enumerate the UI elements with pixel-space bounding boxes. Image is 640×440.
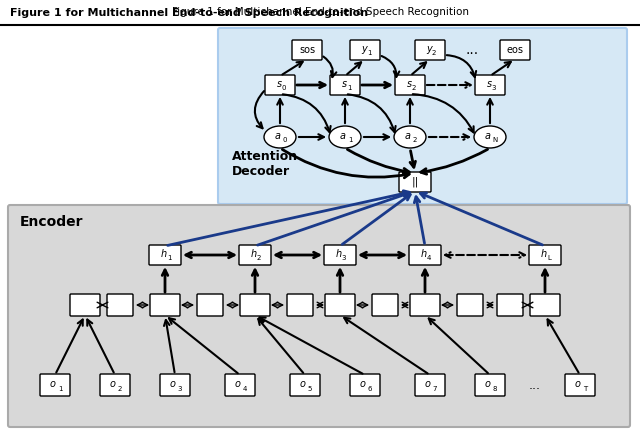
Text: Attention
Decoder: Attention Decoder [232,150,298,178]
Ellipse shape [264,126,296,148]
Ellipse shape [474,126,506,148]
Text: 0: 0 [283,137,287,143]
FancyBboxPatch shape [197,294,223,316]
FancyBboxPatch shape [475,374,505,396]
FancyBboxPatch shape [530,294,560,316]
Text: 2: 2 [412,85,416,91]
FancyBboxPatch shape [239,245,271,265]
Text: o: o [170,379,176,389]
Text: 0: 0 [282,85,286,91]
FancyBboxPatch shape [325,294,355,316]
Text: 8: 8 [493,386,497,392]
Text: y: y [361,44,367,54]
Text: a: a [485,131,491,141]
Ellipse shape [329,126,361,148]
FancyBboxPatch shape [350,40,380,60]
Text: h: h [336,249,342,259]
Text: s: s [486,79,492,89]
FancyBboxPatch shape [324,245,356,265]
Text: N: N [492,137,498,143]
FancyBboxPatch shape [497,294,523,316]
Ellipse shape [394,126,426,148]
FancyBboxPatch shape [372,294,398,316]
FancyBboxPatch shape [287,294,313,316]
FancyBboxPatch shape [409,245,441,265]
Text: h: h [421,249,427,259]
Text: 2: 2 [118,386,122,392]
Text: ||: || [412,177,419,187]
Text: 3: 3 [178,386,182,392]
FancyBboxPatch shape [240,294,270,316]
FancyBboxPatch shape [410,294,440,316]
Text: 4: 4 [427,255,431,261]
FancyBboxPatch shape [290,374,320,396]
FancyBboxPatch shape [218,28,627,204]
Text: T: T [583,386,587,392]
Text: 1: 1 [347,85,351,91]
Text: o: o [360,379,366,389]
Text: s: s [406,79,412,89]
FancyBboxPatch shape [70,294,100,316]
Text: o: o [575,379,581,389]
Bar [0,0,640,25]
Text: Figure 1 for Multichannel End-to-end Speech Recognition: Figure 1 for Multichannel End-to-end Spe… [172,7,468,17]
Text: 1: 1 [348,137,352,143]
FancyBboxPatch shape [565,374,595,396]
FancyBboxPatch shape [415,40,445,60]
FancyBboxPatch shape [415,374,445,396]
Text: 3: 3 [342,255,346,261]
Text: ...: ... [466,43,479,57]
Text: h: h [541,249,547,259]
Text: o: o [425,379,431,389]
FancyBboxPatch shape [395,75,425,95]
Text: eos: eos [506,45,524,55]
Text: o: o [110,379,116,389]
FancyBboxPatch shape [500,40,530,60]
FancyBboxPatch shape [149,245,181,265]
Text: 6: 6 [368,386,372,392]
FancyBboxPatch shape [330,75,360,95]
FancyBboxPatch shape [265,75,295,95]
Text: s: s [341,79,347,89]
Text: 2: 2 [257,255,261,261]
Text: h: h [161,249,167,259]
Text: o: o [485,379,491,389]
Text: a: a [405,131,411,141]
Text: 1: 1 [367,50,371,56]
Text: 2: 2 [413,137,417,143]
Text: Encoder: Encoder [20,215,83,229]
Text: h: h [251,249,257,259]
Text: 5: 5 [308,386,312,392]
Text: 4: 4 [243,386,247,392]
Text: y: y [426,44,432,54]
FancyBboxPatch shape [457,294,483,316]
Text: 3: 3 [492,85,496,91]
FancyBboxPatch shape [150,294,180,316]
Text: s: s [276,79,282,89]
Text: sos: sos [299,45,315,55]
Text: 1: 1 [167,255,172,261]
FancyBboxPatch shape [8,205,630,427]
FancyBboxPatch shape [292,40,322,60]
Text: o: o [50,379,56,389]
FancyBboxPatch shape [399,172,431,192]
FancyBboxPatch shape [350,374,380,396]
FancyBboxPatch shape [529,245,561,265]
FancyBboxPatch shape [40,374,70,396]
Text: a: a [340,131,346,141]
Text: 7: 7 [433,386,437,392]
FancyBboxPatch shape [107,294,133,316]
FancyBboxPatch shape [225,374,255,396]
Text: o: o [300,379,306,389]
Text: o: o [235,379,241,389]
Text: ...: ... [529,378,541,392]
Text: a: a [275,131,281,141]
FancyBboxPatch shape [100,374,130,396]
Text: 2: 2 [432,50,436,56]
FancyBboxPatch shape [160,374,190,396]
Text: Figure 1 for Multichannel End-to-end Speech Recognition: Figure 1 for Multichannel End-to-end Spe… [10,8,368,18]
Text: L: L [547,255,551,261]
FancyBboxPatch shape [475,75,505,95]
Text: 1: 1 [58,386,62,392]
